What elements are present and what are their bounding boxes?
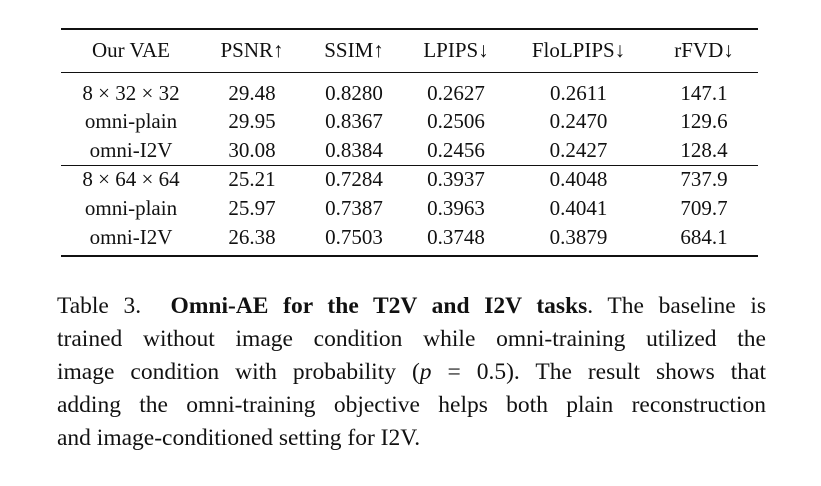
table-row: omni-plain 25.97 0.7387 0.3963 0.4041 70…	[61, 194, 758, 223]
cell-lpips: 0.3963	[427, 196, 485, 220]
cell-lpips: 0.2456	[405, 136, 507, 166]
table-row: 8 × 32 × 32 29.48 0.8280 0.2627 0.2611 1…	[61, 72, 758, 107]
cell-vae: omni-plain	[84, 196, 178, 220]
cell-ssim: 0.7387	[325, 196, 383, 220]
cell-psnr: 30.08	[201, 136, 303, 166]
cell-ssim: 0.8367	[325, 109, 383, 133]
results-table-container: Our VAE PSNR↑ SSIM↑ LPIPS↓ FloLPIPS↓ rFV…	[61, 28, 758, 257]
header-row: Our VAE PSNR↑ SSIM↑ LPIPS↓ FloLPIPS↓ rFV…	[61, 28, 758, 73]
cell-ssim: 0.7503	[303, 223, 405, 257]
cell-psnr: 29.48	[228, 80, 276, 105]
caption-line-1: Table 3. Omni-AE for the T2V and I2V tas…	[57, 290, 766, 323]
caption-line1-tail: . The baseline is	[587, 293, 767, 319]
caption-math-eq: = 0.5	[431, 359, 507, 385]
cell-rfvd: 709.7	[680, 196, 728, 220]
cell-flolpips: 0.3879	[507, 223, 650, 257]
cell-flolpips: 0.4048	[549, 167, 608, 192]
caption-math-p: p	[419, 359, 432, 385]
table-caption: Table 3. Omni-AE for the T2V and I2V tas…	[57, 290, 766, 455]
cell-rfvd: 147.1	[680, 80, 728, 105]
cell-vae: omni-I2V	[61, 136, 201, 166]
cell-lpips: 0.3748	[405, 223, 507, 257]
cell-psnr: 26.38	[201, 223, 303, 257]
header-flolpips: FloLPIPS↓	[507, 28, 650, 73]
cell-flolpips: 0.2611	[550, 80, 607, 105]
cell-lpips: 0.3937	[427, 167, 485, 192]
cell-rfvd: 684.1	[650, 223, 758, 257]
caption-line-4: adding the omni-training objective helps…	[57, 392, 766, 418]
caption-line3-pre: image condition with probability (	[57, 359, 420, 385]
results-table: Our VAE PSNR↑ SSIM↑ LPIPS↓ FloLPIPS↓ rFV…	[61, 28, 758, 257]
table-group-64: 8 × 64 × 64 25.21 0.7284 0.3937 0.4048 7…	[61, 165, 758, 257]
caption-line-3: image condition with probability (p = 0.…	[57, 356, 766, 389]
cell-lpips: 0.2506	[427, 109, 485, 133]
caption-line-5: and image-conditioned setting for I2V.	[57, 425, 421, 451]
cell-ssim: 0.7284	[325, 167, 383, 192]
header-ssim: SSIM↑	[303, 28, 405, 73]
caption-title: Omni-AE for the T2V and I2V tasks	[170, 293, 588, 319]
cell-flolpips: 0.2427	[507, 136, 650, 166]
cell-vae: 8 × 64 × 64	[82, 167, 180, 192]
caption-line3-post: ). The result shows that	[506, 359, 766, 385]
table-row: omni-I2V 30.08 0.8384 0.2456 0.2427 128.…	[61, 136, 758, 166]
header-psnr: PSNR↑	[201, 28, 303, 73]
cell-ssim: 0.8384	[303, 136, 405, 166]
table-group-32: 8 × 32 × 32 29.48 0.8280 0.2627 0.2611 1…	[61, 72, 758, 166]
table-row: omni-plain 29.95 0.8367 0.2506 0.2470 12…	[61, 107, 758, 136]
header-lpips: LPIPS↓	[405, 28, 507, 73]
cell-vae: omni-plain	[84, 109, 178, 133]
cell-psnr: 25.97	[228, 196, 276, 220]
cell-flolpips: 0.4041	[549, 196, 608, 220]
cell-psnr: 29.95	[228, 109, 276, 133]
table-header: Our VAE PSNR↑ SSIM↑ LPIPS↓ FloLPIPS↓ rFV…	[61, 28, 758, 73]
cell-rfvd: 737.9	[680, 167, 728, 192]
cell-rfvd: 129.6	[680, 109, 728, 133]
header-rfvd: rFVD↓	[650, 28, 758, 73]
caption-line-2: trained without image condition while om…	[57, 326, 766, 352]
header-our-vae: Our VAE	[61, 28, 201, 73]
cell-ssim: 0.8280	[325, 80, 383, 105]
cell-flolpips: 0.2470	[549, 109, 608, 133]
cell-psnr: 25.21	[228, 167, 276, 192]
cell-vae: omni-I2V	[61, 223, 201, 257]
cell-rfvd: 128.4	[650, 136, 758, 166]
cell-vae: 8 × 32 × 32	[82, 80, 180, 105]
cell-lpips: 0.2627	[427, 80, 485, 105]
caption-label: Table 3.	[57, 293, 142, 319]
table-row: omni-I2V 26.38 0.7503 0.3748 0.3879 684.…	[61, 223, 758, 257]
table-row: 8 × 64 × 64 25.21 0.7284 0.3937 0.4048 7…	[61, 165, 758, 194]
